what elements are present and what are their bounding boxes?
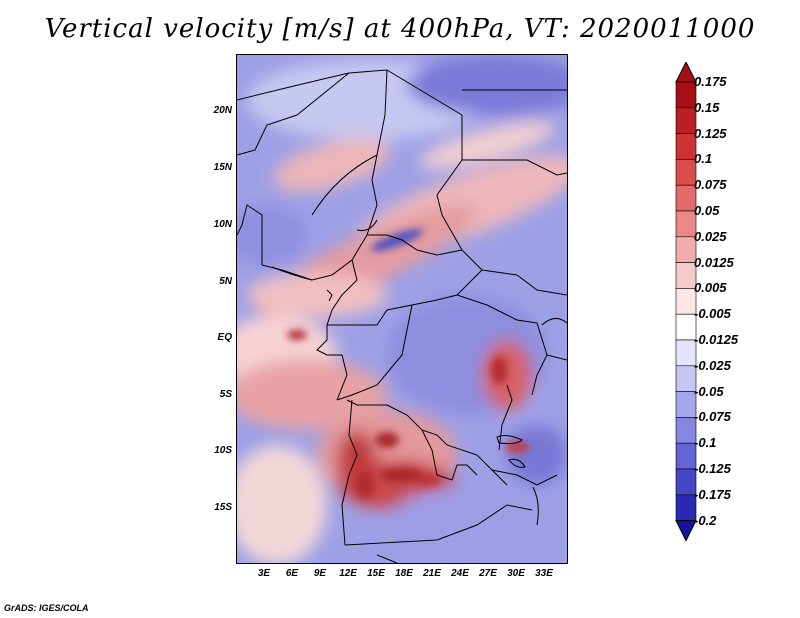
- lon-label-21e: 21E: [423, 568, 441, 579]
- velocity-map: [236, 54, 568, 564]
- colorbar-swatch: [675, 391, 697, 418]
- border-sudan-north: [462, 159, 567, 176]
- border-drc-north: [456, 294, 538, 324]
- border-benin-togo: [237, 204, 263, 265]
- border-mali-niger: [237, 72, 350, 156]
- colorbar-label: 0.1: [694, 151, 713, 167]
- lon-label-15e: 15E: [367, 568, 385, 579]
- border-congo-drc: [336, 304, 413, 401]
- colorbar-label: -0.025: [694, 357, 731, 373]
- border-niger-north: [237, 69, 388, 181]
- colorbar-label: 0.005: [694, 280, 727, 296]
- colorbar-label: 0.125: [694, 125, 727, 141]
- border-zambia-tanzania: [491, 469, 558, 486]
- lake-malawi-shore: [532, 486, 539, 526]
- lon-label-30e: 30E: [507, 568, 525, 579]
- border-kenya: [546, 354, 567, 361]
- colorbar-label: 0.025: [694, 228, 727, 244]
- lat-label-15s: 15S: [214, 502, 232, 513]
- lat-label-5n: 5N: [219, 276, 232, 287]
- map-canvas: [237, 55, 567, 563]
- colorbar-swatch: [675, 313, 697, 341]
- colorbar-swatch: [675, 442, 697, 470]
- colorbar-label: -0.0125: [694, 332, 739, 347]
- border-angola-zambia: [421, 429, 478, 481]
- coastline-bioko: [326, 289, 333, 302]
- lon-label-33e: 33E: [535, 568, 553, 579]
- colorbar-label: 0.05: [694, 203, 720, 218]
- grads-credit: GrADS: IGES/COLA: [4, 603, 89, 613]
- colorbar-swatch: [675, 468, 697, 496]
- lon-label-3e: 3E: [257, 568, 271, 579]
- border-chad-sudan: [441, 214, 567, 296]
- border-uganda: [531, 322, 548, 396]
- border-south: [376, 554, 398, 563]
- border-nigeria-cameroon: [261, 179, 378, 281]
- lon-label-24e: 24E: [451, 568, 469, 579]
- field-texture: [237, 55, 567, 563]
- colorbar-swatch: [675, 184, 697, 212]
- colorbar-swatch: [675, 133, 697, 160]
- colorbar-label: 0.15: [694, 99, 720, 115]
- lat-label-20n: 20N: [213, 105, 232, 116]
- colorbar-label: -0.05: [694, 383, 724, 399]
- colorbar-label: -0.1: [694, 435, 717, 451]
- lake-tanganyika: [496, 435, 523, 445]
- border-drc-east: [498, 384, 513, 451]
- lon-label-27e: 27E: [479, 568, 497, 579]
- border-chad-car: [367, 234, 463, 256]
- lakes: [496, 318, 567, 526]
- colorbar-swatches: [675, 62, 697, 542]
- lake-victoria-shore: [541, 318, 567, 326]
- colorbar-label: 0.0125: [694, 254, 734, 270]
- border-cameroon-east: [326, 259, 358, 326]
- colorbar-label: -0.125: [694, 461, 731, 476]
- colorbar-swatch: [675, 81, 697, 109]
- lat-label-10n: 10N: [213, 219, 232, 230]
- lake-mweru: [508, 458, 526, 468]
- colorbar-swatch: [675, 262, 697, 289]
- border-nigeria-niger: [311, 154, 378, 216]
- lake-chad-shore: [356, 219, 378, 231]
- border-drc-angola: [346, 399, 508, 486]
- colorbar-swatch: [675, 339, 697, 367]
- colorbar-swatch: [675, 494, 697, 521]
- lat-label-eq: EQ: [217, 332, 232, 343]
- colorbar-label: -0.2: [694, 512, 717, 528]
- border-angola-west: [341, 399, 358, 546]
- colorbar-swatch: [675, 107, 697, 134]
- colorbar-under-arrow: [675, 520, 697, 542]
- border-gabon: [316, 325, 348, 401]
- colorbar-swatch: [675, 288, 697, 315]
- lat-label-5s: 5S: [219, 389, 232, 400]
- country-borders: [237, 69, 567, 563]
- lon-label-9e: 9E: [313, 568, 327, 579]
- lon-label-6e: 6E: [285, 568, 299, 579]
- colorbar-over-arrow: [675, 62, 697, 83]
- map-title: Vertical velocity [m/s] at 400hPa, VT: 2…: [44, 14, 756, 44]
- border-namibia: [344, 504, 533, 546]
- lon-label-18e: 18E: [395, 568, 413, 579]
- colorbar-label: -0.075: [694, 409, 731, 425]
- colorbar-swatch: [675, 159, 697, 186]
- lat-label-15n: 15N: [213, 162, 232, 173]
- colorbar-label: -0.005: [694, 306, 731, 322]
- colorbar: [675, 62, 697, 542]
- colorbar-swatch: [675, 210, 697, 238]
- coastline-gulf: [271, 266, 313, 281]
- colorbar-swatch: [675, 417, 697, 444]
- colorbar-label: 0.075: [694, 177, 727, 193]
- colorbar-swatch: [675, 236, 697, 263]
- lon-label-12e: 12E: [339, 568, 357, 579]
- colorbar-label: 0.175: [694, 74, 727, 89]
- colorbar-swatch: [675, 365, 697, 392]
- lat-label-10s: 10S: [214, 445, 232, 456]
- colorbar-label: -0.175: [694, 486, 731, 502]
